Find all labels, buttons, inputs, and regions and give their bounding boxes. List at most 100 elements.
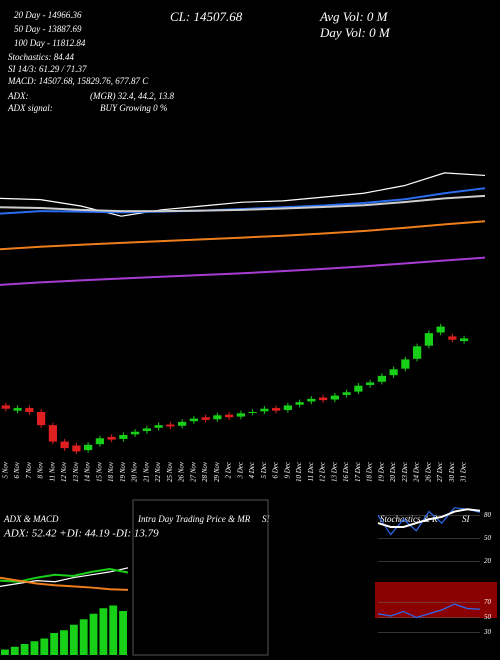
x-tick-label: 24 Dec	[413, 461, 421, 482]
overbought-zone	[375, 582, 497, 618]
y-tick-label: 50	[484, 534, 492, 542]
bar	[89, 613, 98, 655]
intraday-box	[132, 499, 269, 656]
bar	[99, 608, 108, 655]
candle-body	[25, 408, 34, 412]
bar	[79, 619, 88, 655]
panel-title: Intra Day Trading Price & MR	[137, 514, 251, 524]
x-tick-label: 20 Nov	[131, 461, 139, 482]
x-tick-label: 14 Nov	[84, 461, 92, 482]
bar	[30, 641, 39, 655]
line	[377, 603, 481, 619]
ma50: 50 Day - 13887.69	[14, 24, 82, 34]
y-tick-label: 80	[484, 511, 492, 519]
panel-title: SI	[462, 514, 471, 524]
x-tick-label: 5 Nov	[1, 461, 9, 478]
bar	[119, 611, 127, 655]
candle-body	[48, 425, 57, 442]
candle-body	[354, 385, 363, 392]
candle-body	[260, 408, 269, 412]
x-tick-label: 31 Dec	[460, 461, 468, 483]
candle-body	[248, 412, 257, 413]
candle-body	[201, 417, 210, 420]
x-tick-label: 10 Dec	[295, 461, 303, 482]
candle-body	[1, 405, 10, 409]
x-tick-label: 11 Dec	[307, 461, 315, 481]
x-tick-label: 9 Dec	[283, 461, 291, 478]
x-tick-label: 16 Dec	[342, 461, 350, 482]
line	[0, 194, 486, 213]
line	[0, 576, 129, 591]
y-tick-label: 20	[484, 557, 492, 565]
candle-body	[37, 412, 46, 426]
x-tick-label: 29 Nov	[213, 461, 221, 482]
y-tick-label: 50	[484, 613, 492, 621]
candle-body	[60, 441, 69, 449]
adx-signal: ADX signal:	[7, 103, 53, 113]
adx: ADX:	[7, 91, 29, 101]
x-tick-label: 21 Nov	[142, 461, 150, 482]
x-tick-label: 28 Nov	[201, 461, 209, 482]
candle-body	[307, 398, 316, 402]
x-tick-label: 13 Dec	[330, 461, 338, 482]
bar	[1, 649, 9, 655]
candle-body	[166, 424, 175, 427]
y-tick-label: 30	[483, 628, 492, 636]
adx-vals: (MGR) 32.4, 44.2, 13.8	[90, 91, 174, 101]
signal: BUY Growing 0 %	[100, 103, 167, 113]
x-tick-label: 23 Dec	[401, 461, 409, 482]
candle-body	[84, 444, 93, 451]
x-tick-label: 2 Dec	[225, 461, 233, 478]
si: SI 14/3: 61.29 / 71.37	[8, 64, 87, 74]
candle-body	[377, 375, 386, 382]
bar	[109, 605, 118, 655]
candle-body	[225, 414, 234, 418]
x-tick-label: 19 Nov	[119, 461, 127, 482]
candle-body	[342, 392, 351, 395]
candle-body	[13, 408, 22, 411]
candle-body	[319, 397, 328, 401]
x-tick-label: 6 Dec	[272, 461, 280, 478]
adx-line: ADX: 52.42 +DI: 44.19 -DI: 13.79	[3, 528, 159, 540]
x-tick-label: 12 Dec	[319, 461, 327, 482]
candle-body	[236, 413, 245, 417]
line	[0, 172, 486, 217]
x-tick-label: 15 Nov	[95, 461, 103, 482]
candle-body	[283, 405, 292, 411]
avg-vol: Avg Vol: 0 M	[319, 9, 389, 24]
candle-body	[295, 402, 304, 405]
bar	[20, 644, 29, 655]
x-tick-label: 3 Dec	[236, 461, 244, 479]
x-tick-label: 25 Nov	[166, 461, 174, 482]
line	[0, 220, 486, 251]
panel-title: SI	[262, 514, 271, 524]
x-tick-label: 20 Dec	[389, 461, 397, 482]
x-tick-label: 5 Dec	[260, 461, 268, 478]
candle-body	[401, 359, 410, 369]
x-tick-label: 26 Dec	[424, 461, 432, 482]
candle-body	[189, 418, 198, 422]
candle-body	[436, 326, 445, 333]
candle-body	[448, 336, 457, 340]
x-tick-label: 22 Nov	[154, 461, 162, 482]
line	[0, 567, 129, 587]
bar	[10, 646, 19, 655]
line	[377, 507, 481, 536]
candle-body	[95, 438, 104, 445]
candle-body	[119, 435, 128, 439]
x-tick-label: 30 Dec	[448, 461, 456, 483]
x-tick-label: 26 Nov	[178, 461, 186, 482]
candle-body	[413, 346, 422, 359]
macd: MACD: 14507.68, 15829.76, 677.87 C	[7, 76, 149, 86]
line	[0, 256, 486, 286]
x-tick-label: 11 Nov	[48, 461, 56, 481]
candle-body	[154, 425, 163, 428]
x-tick-label: 8 Nov	[37, 461, 45, 478]
candle-body	[213, 415, 222, 420]
candle-body	[424, 333, 433, 346]
x-tick-label: 27 Dec	[436, 461, 444, 482]
bar	[50, 633, 59, 655]
x-tick-label: 13 Nov	[72, 461, 80, 482]
candle-body	[460, 338, 469, 342]
